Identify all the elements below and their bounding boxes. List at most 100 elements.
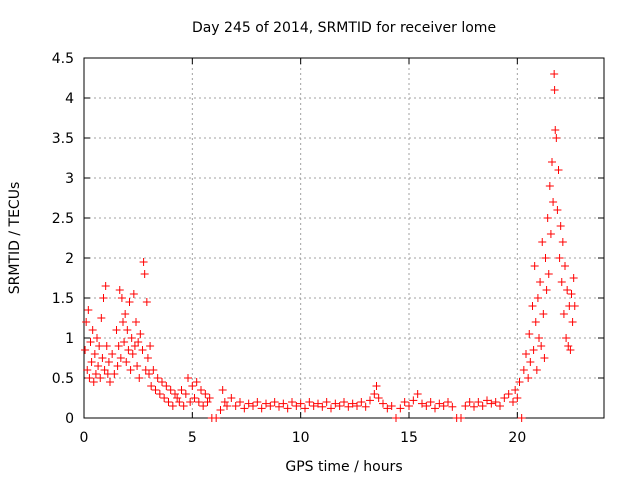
data-point: [138, 346, 147, 354]
data-point: [461, 402, 470, 410]
data-point: [121, 310, 130, 318]
data-point: [444, 398, 452, 406]
data-point: [262, 399, 270, 408]
data-point: [563, 286, 572, 294]
data-point: [249, 402, 257, 410]
data-point: [98, 354, 107, 362]
data-point: [158, 378, 166, 386]
y-tick-label: 2: [65, 251, 74, 267]
data-point: [186, 398, 195, 406]
data-point: [116, 354, 125, 362]
data-point: [549, 198, 558, 206]
y-tick-label: 0: [65, 411, 74, 427]
data-point: [283, 404, 292, 413]
data-point: [545, 182, 554, 190]
data-point: [133, 362, 142, 370]
data-point: [331, 399, 340, 408]
data-point: [517, 414, 526, 422]
data-point: [544, 270, 553, 278]
x-axis-title: GPS time / hours: [285, 459, 402, 475]
data-point: [127, 334, 136, 342]
data-point: [143, 354, 152, 362]
data-point: [129, 290, 138, 298]
data-point: [566, 346, 575, 354]
y-tick-label: 3.5: [52, 131, 74, 147]
data-point: [457, 414, 465, 422]
data-point: [322, 398, 331, 406]
data-point: [383, 404, 392, 413]
data-point: [504, 390, 513, 398]
data-point: [119, 318, 127, 326]
data-point: [132, 318, 140, 326]
data-point: [114, 342, 123, 350]
data-point: [567, 290, 576, 298]
data-point: [561, 262, 569, 270]
data-point: [205, 394, 214, 402]
data-point: [435, 399, 444, 408]
data-point: [135, 374, 144, 382]
data-point: [89, 378, 98, 386]
data-point: [557, 278, 566, 286]
data-point: [266, 402, 275, 410]
data-point: [546, 230, 555, 238]
data-point: [550, 70, 559, 78]
data-point: [519, 366, 528, 374]
data-point: [164, 398, 173, 406]
data-points: [81, 70, 579, 422]
data-point: [91, 370, 100, 378]
data-point: [496, 402, 504, 410]
y-tick-label: 4: [65, 91, 74, 107]
data-point: [90, 350, 99, 358]
data-point: [110, 370, 119, 378]
data-point: [537, 342, 546, 350]
data-point: [361, 402, 370, 411]
data-point: [491, 398, 500, 406]
data-point: [179, 402, 188, 410]
data-point: [197, 386, 205, 394]
data-point: [542, 286, 551, 294]
data-point: [108, 350, 117, 358]
data-point: [84, 306, 93, 314]
data-point: [409, 396, 418, 405]
x-tick-label: 0: [80, 430, 89, 446]
data-point: [223, 402, 231, 410]
data-point: [212, 414, 221, 422]
y-tick-label: 2.5: [52, 211, 74, 227]
data-point: [392, 414, 400, 422]
data-point: [344, 402, 353, 411]
data-point: [540, 354, 549, 362]
data-point: [136, 330, 145, 338]
chart-title: Day 245 of 2014, SRMTID for receiver lom…: [192, 20, 496, 36]
data-point: [95, 342, 104, 350]
data-point: [199, 402, 208, 410]
data-point: [387, 402, 396, 410]
data-point: [236, 398, 244, 406]
data-point: [327, 404, 335, 413]
data-point: [553, 206, 562, 214]
data-point: [240, 404, 249, 413]
data-point: [556, 222, 565, 230]
data-point: [184, 374, 192, 382]
x-tick-label: 15: [400, 430, 418, 446]
data-point: [478, 402, 487, 410]
data-point: [115, 286, 124, 294]
data-point: [550, 86, 559, 94]
data-point: [130, 342, 139, 350]
data-point: [318, 402, 327, 411]
data-point: [532, 366, 541, 374]
data-point: [348, 399, 357, 408]
data-point: [431, 404, 439, 413]
data-point: [524, 374, 533, 382]
data-point: [559, 310, 568, 318]
data-point: [146, 342, 155, 350]
data-point: [353, 402, 361, 410]
data-point: [275, 402, 283, 411]
data-point: [465, 398, 474, 406]
data-point: [93, 334, 101, 342]
data-point: [270, 398, 279, 406]
data-point: [279, 399, 288, 408]
data-point: [543, 214, 552, 222]
data-point: [175, 398, 184, 406]
data-point: [155, 390, 164, 398]
